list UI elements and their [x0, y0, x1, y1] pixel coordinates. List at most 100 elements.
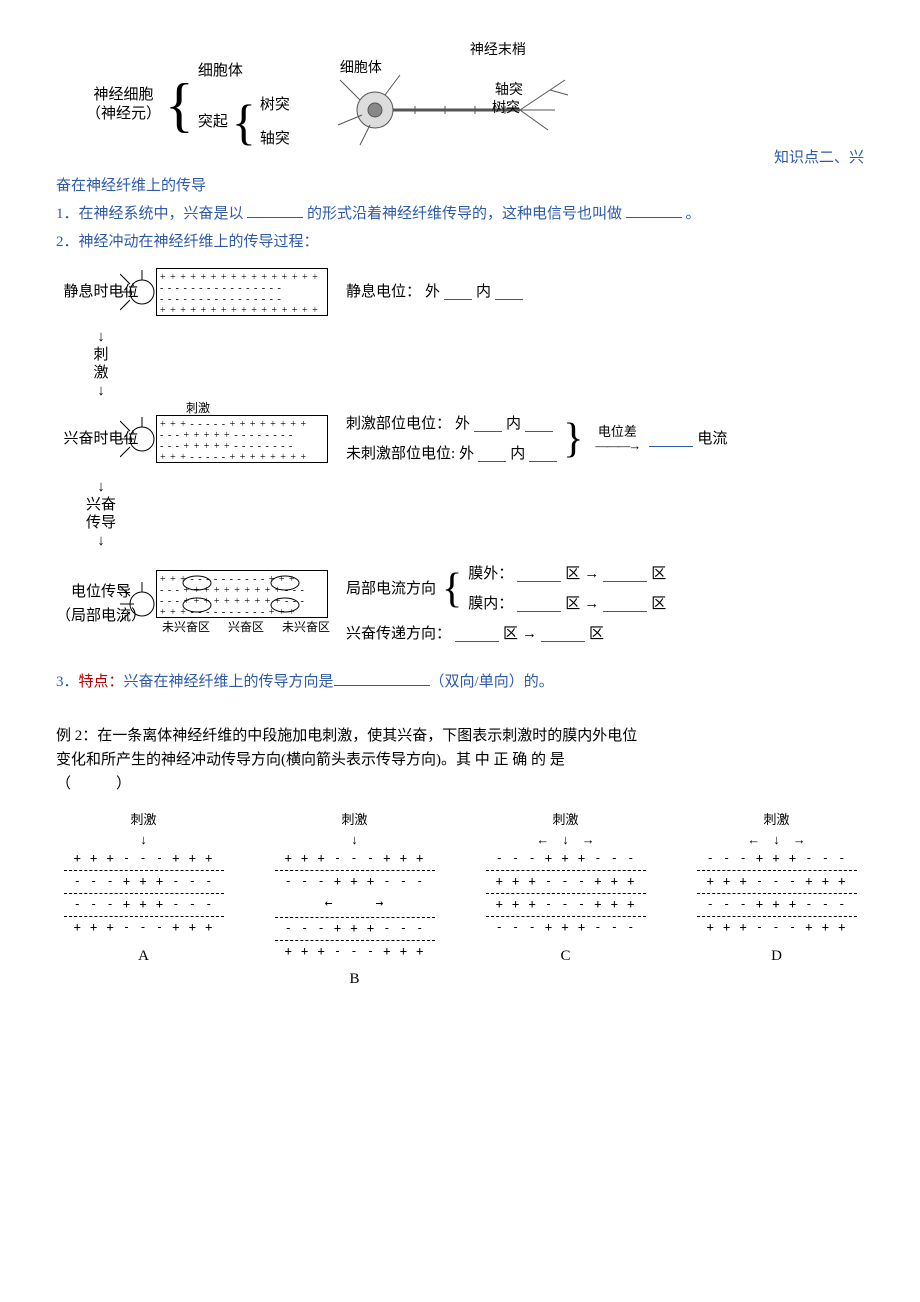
opt-caption: A	[138, 944, 149, 968]
brace-icon: {	[232, 97, 256, 147]
fig-label-terminal: 神经末梢	[470, 40, 526, 62]
option-A[interactable]: 刺激↓+ + + - - - + + +- - - + + + - - -- -…	[56, 810, 231, 991]
zone-word: 区	[565, 562, 580, 586]
opt-arrows: ↓	[351, 833, 358, 846]
blank-trans-to[interactable]	[541, 626, 585, 642]
local-right: 局部电流方向 { 膜外： 区 → 区 膜内： 区 → 区	[346, 562, 864, 646]
zone-labels: 未兴奋区 兴奋区 未兴奋区	[156, 618, 336, 637]
section2-heading-prefix: 知识点二、兴	[774, 146, 864, 170]
opt-stim: 刺激	[552, 810, 578, 831]
ex2-l1: 例 2：在一条离体神经纤维的中段施加电刺激，使其兴奋，下图表示刺激时的膜内外电位	[56, 724, 864, 748]
tree-child-process: 突起 { 树突 轴突	[198, 91, 290, 153]
ex2-l3: （ ）	[56, 772, 864, 796]
arrow-diff: 电位差 ———→	[595, 425, 639, 454]
rest-out: 外	[425, 280, 440, 304]
axon-rest-t: + + + + + + + + + + + + + + + +	[160, 270, 324, 281]
opt-stim: 刺激	[341, 810, 367, 831]
blank-ex-stim-in[interactable]	[525, 416, 553, 432]
p1-a: 1．在神经系统中，兴奋是以	[56, 206, 244, 222]
ex-stim-out: 外	[455, 412, 470, 436]
p3-num: 3．	[56, 674, 79, 690]
arrow-prop-label: 兴奋 传导	[56, 496, 146, 532]
current-label: 电流	[697, 427, 727, 451]
arrow-icon: →	[522, 622, 537, 646]
axon-rest-m2: - - - - - - - - - - - - - - - -	[160, 292, 324, 303]
tree-root: 神经细胞 （神经元）	[86, 86, 161, 125]
p1-b: 的形式沿着神经纤维传导的，这种电信号也叫做	[307, 206, 622, 222]
mem-out: 膜外：	[468, 562, 513, 586]
brace-icon: {	[442, 568, 462, 610]
blank-direction[interactable]	[334, 670, 430, 686]
blank-rest-out[interactable]	[444, 284, 472, 300]
blank-ex-stim-out[interactable]	[474, 416, 502, 432]
diff-label: 电位差	[598, 425, 637, 439]
p3-b: （双向/单向）的。	[430, 674, 554, 690]
arrow-stim: ↓ 刺 激 ↓	[56, 328, 146, 400]
ex-rest-label: 未刺激部位电位:	[346, 442, 455, 466]
ex2-l2: 变化和所产生的神经冲动传导方向(横向箭头表示传导方向)。其 中 正 确 的 是	[56, 748, 864, 772]
blank-ex-rest-out[interactable]	[478, 446, 506, 462]
tree-root-l1: 神经细胞	[86, 86, 161, 106]
blank-rest-in[interactable]	[495, 284, 523, 300]
arrow-prop: ↓ 兴奋 传导 ↓	[56, 478, 146, 550]
axon-rest: + + + + + + + + + + + + + + + + - - - - …	[156, 268, 336, 316]
blank-ex-rest-in[interactable]	[529, 446, 557, 462]
blank-trans-from[interactable]	[455, 626, 499, 642]
zone-word: 区	[651, 562, 666, 586]
opt-arrows: ← ↓ →	[747, 833, 806, 846]
blank-signal-name[interactable]	[626, 202, 682, 218]
arrow-icon: →	[584, 592, 599, 616]
tree-dendrite: 树突	[260, 91, 290, 119]
neuron-tree: 神经细胞 （神经元） { 细胞体 突起 { 树突 轴突	[86, 57, 290, 153]
rest-in: 内	[476, 280, 491, 304]
blank-in-to[interactable]	[603, 596, 647, 612]
option-D[interactable]: 刺激← ↓ →- - - + + + - - -+ + + - - - + + …	[689, 810, 864, 991]
blank-in-from[interactable]	[517, 596, 561, 612]
opt-stim: 刺激	[130, 810, 156, 831]
opt-caption: B	[349, 967, 359, 991]
blank-out-to[interactable]	[603, 566, 647, 582]
axon-ex-t: + + + - - - - - + + + + + + + +	[160, 417, 324, 428]
opt-caption: C	[560, 944, 570, 968]
blank-out-from[interactable]	[517, 566, 561, 582]
zone-c: 未兴奋区	[276, 618, 336, 637]
blank-current[interactable]	[649, 431, 693, 447]
tree-grandchildren: 树突 轴突	[260, 91, 290, 153]
blank-signal-form[interactable]	[247, 202, 303, 218]
p1-c: 。	[686, 206, 701, 222]
mem-in: 膜内：	[468, 592, 513, 616]
brace-icon: {	[165, 75, 194, 135]
ex-stim-label: 刺激部位电位：	[346, 412, 451, 436]
option-C[interactable]: 刺激 ← ↓ → - - - + + + - - -+ + + - - - + + …	[478, 810, 653, 991]
axon-rest-m1: - - - - - - - - - - - - - - - -	[160, 281, 324, 292]
zone-word: 区	[589, 622, 604, 646]
opt-membrane: + + + - - - + + +- - - + + + - - -← →- -…	[275, 848, 435, 962]
fig-label-dendrite: 树突	[492, 98, 520, 120]
tree-children: 细胞体 突起 { 树突 轴突	[198, 57, 290, 153]
fig-label-body: 细胞体	[340, 58, 382, 80]
rest-label: 静息电位：	[346, 280, 421, 304]
ex2-options: 刺激↓+ + + - - - + + +- - - + + + - - -- -…	[56, 810, 864, 991]
axon-rest-b: + + + + + + + + + + + + + + + +	[160, 303, 324, 314]
tree-axon: 轴突	[260, 125, 290, 153]
section2-p1: 1．在神经系统中，兴奋是以 的形式沿着神经纤维传导的，这种电信号也叫做 。	[56, 202, 864, 226]
opt-caption: D	[771, 944, 782, 968]
zone-word: 区	[651, 592, 666, 616]
example2: 例 2：在一条离体神经纤维的中段施加电刺激，使其兴奋，下图表示刺激时的膜内外电位…	[56, 724, 864, 991]
transmit-dir-label: 兴奋传递方向：	[346, 622, 451, 646]
neuron-overview-row: 神经细胞 （神经元） { 细胞体 突起 { 树突 轴突	[56, 40, 864, 170]
opt-arrows: ← ↓ →	[536, 833, 595, 846]
neuron-figure: 神经末梢 细胞体 轴突 树突	[320, 40, 580, 170]
arrow-stim-label: 刺 激	[56, 346, 146, 382]
local-current-loops-icon	[157, 571, 327, 617]
zone-b: 兴奋区	[216, 618, 276, 637]
option-B[interactable]: 刺激 ↓ + + + - - - + + +- - - + + + - - -← →…	[267, 810, 442, 991]
section2-p2: 2．神经冲动在神经纤维上的传导过程：	[56, 230, 864, 254]
excite-right: 刺激部位电位： 外 内 未刺激部位电位: 外 内 } 电位差 ———→ 电流	[346, 412, 864, 466]
arrow-icon: →	[584, 562, 599, 586]
opt-membrane: - - - + + + - - -+ + + - - - + + ++ + + …	[486, 848, 646, 938]
tree-child-process-label: 突起	[198, 110, 228, 134]
axon-ex-b: + + + - - - - - + + + + + + + +	[160, 450, 324, 461]
tree-root-l2: （神经元）	[86, 105, 161, 125]
zone-word: 区	[565, 592, 580, 616]
